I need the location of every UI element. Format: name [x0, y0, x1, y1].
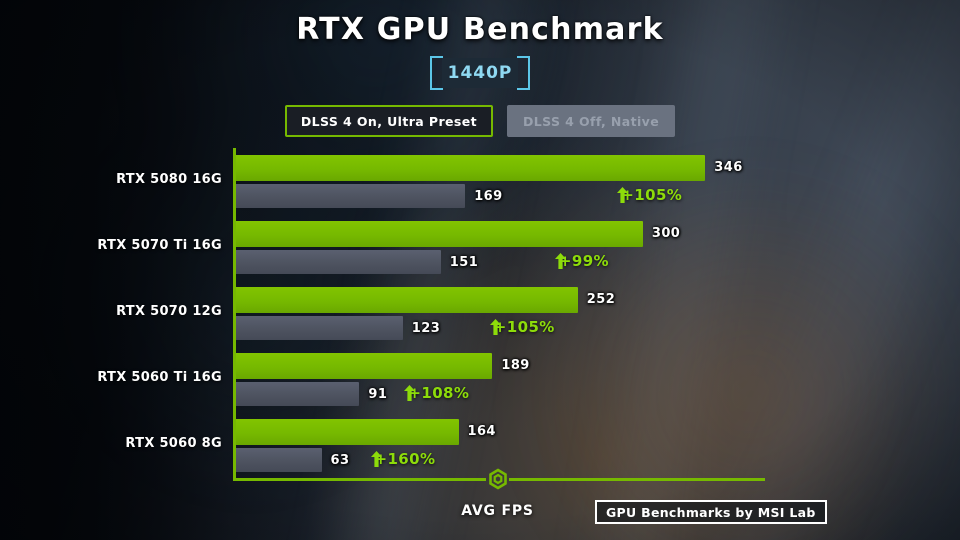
value-dlss-on: 300: [651, 226, 681, 241]
gpu-name-label: RTX 5060 Ti 16G: [97, 370, 222, 385]
resolution-badge: 1440P: [430, 55, 530, 91]
gpu-name-label: RTX 5080 16G: [116, 172, 222, 187]
bar-dlss-off: [236, 448, 322, 472]
preset-toggle-group: DLSS 4 On, Ultra Preset DLSS 4 Off, Nati…: [0, 105, 960, 137]
value-dlss-off: 63: [330, 453, 350, 468]
value-dlss-on: 164: [467, 424, 496, 439]
x-axis-line-left: [233, 478, 486, 481]
page-title: RTX GPU Benchmark: [296, 12, 664, 47]
bar-dlss-off: [236, 250, 441, 274]
gain-percent-text: +108%: [408, 384, 470, 402]
gain-percent-label: +105%: [617, 186, 682, 204]
bracket-right-icon: [517, 56, 530, 90]
value-dlss-off: 123: [411, 321, 441, 336]
value-dlss-off: 169: [474, 189, 503, 204]
gain-percent-text: +160%: [374, 450, 436, 468]
bar-dlss-on: [236, 155, 706, 181]
gpu-name-label: RTX 5060 8G: [125, 436, 222, 451]
gain-percent-label: +108%: [404, 384, 469, 402]
value-dlss-on: 189: [501, 358, 530, 373]
gain-percent-label: +99%: [554, 252, 609, 270]
x-axis-line-right: [509, 478, 765, 481]
gain-percent-text: +99%: [558, 252, 609, 270]
toggle-dlss-off[interactable]: DLSS 4 Off, Native: [506, 105, 676, 137]
gpu-name-label: RTX 5070 Ti 16G: [97, 238, 222, 253]
bar-dlss-on: [236, 221, 643, 247]
value-dlss-off: 91: [368, 387, 388, 402]
resolution-badge-label: 1440P: [442, 58, 518, 88]
bar-dlss-off: [236, 184, 466, 208]
bar-dlss-on: [236, 353, 493, 379]
bar-dlss-on: [236, 419, 459, 445]
gain-percent-text: +105%: [621, 186, 683, 204]
toggle-dlss-on[interactable]: DLSS 4 On, Ultra Preset: [284, 105, 493, 137]
value-dlss-on: 252: [586, 292, 616, 307]
source-badge: GPU Benchmarks by MSI Lab: [595, 500, 827, 524]
gpu-name-label: RTX 5070 12G: [116, 304, 222, 319]
value-dlss-off: 151: [449, 255, 479, 270]
hexagon-marker-icon: [487, 468, 509, 490]
value-dlss-on: 346: [714, 160, 743, 175]
bar-dlss-off: [236, 382, 360, 406]
bar-dlss-on: [236, 287, 578, 313]
bar-dlss-off: [236, 316, 403, 340]
gain-percent-label: +160%: [370, 450, 436, 468]
gain-percent-text: +105%: [493, 318, 555, 336]
gain-percent-label: +105%: [489, 318, 555, 336]
x-axis-title: AVG FPS: [461, 503, 534, 519]
